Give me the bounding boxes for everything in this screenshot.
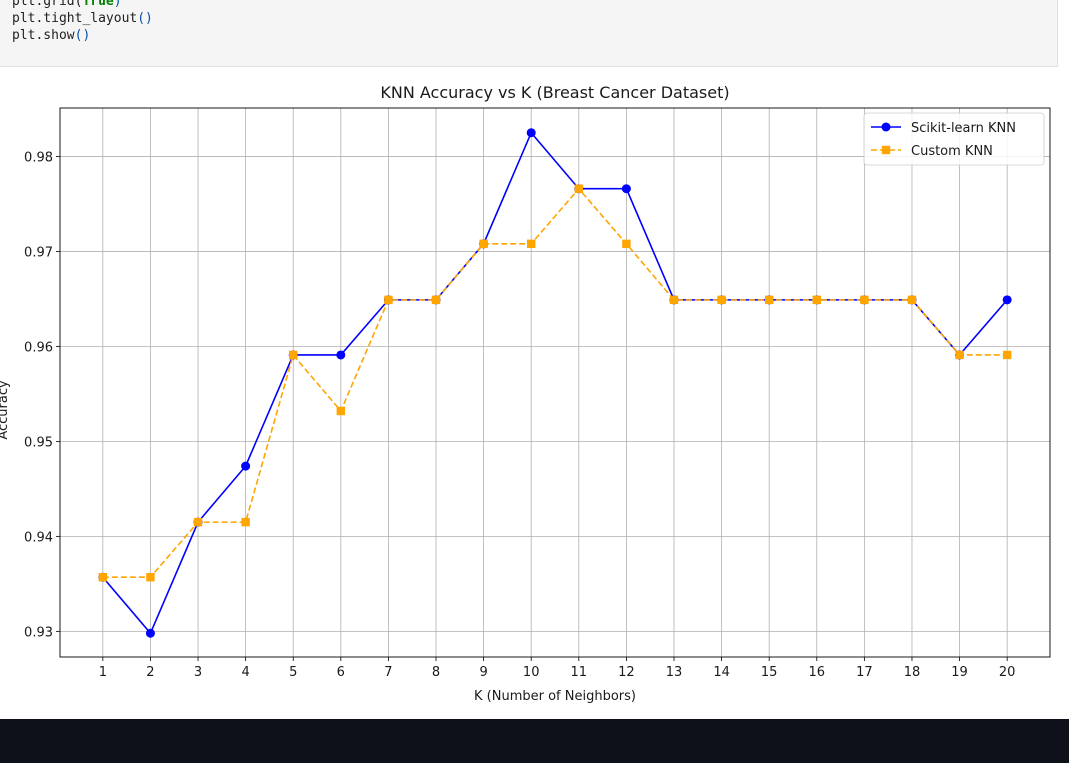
x-tick-label: 3	[194, 665, 202, 680]
x-tick-label: 1	[99, 665, 107, 680]
data-point	[764, 295, 774, 305]
code-line: plt.show()	[12, 27, 90, 44]
x-tick-label: 16	[809, 665, 826, 680]
series-custom-knn	[98, 184, 1012, 582]
x-tick-label: 19	[951, 665, 968, 680]
series-layer	[98, 128, 1012, 638]
data-point	[241, 517, 250, 527]
x-tick-label: 6	[337, 665, 345, 680]
code-cell[interactable]: plt.grid(True) plt.tight_layout() plt.show…	[0, 0, 1058, 67]
x-tick-label: 13	[666, 665, 683, 680]
data-point	[241, 461, 251, 471]
data-point	[717, 295, 726, 305]
data-point	[1002, 350, 1012, 360]
x-tick-label: 5	[289, 665, 297, 680]
data-point	[336, 350, 346, 360]
code-token: plt.tight_layout	[12, 11, 138, 26]
y-tick-label: 0.97	[24, 245, 53, 260]
series-line	[102, 187, 1008, 579]
data-point	[479, 239, 488, 249]
x-tick-label: 18	[904, 665, 921, 680]
legend-label: Custom KNN	[911, 144, 993, 159]
legend: Scikit-learn KNN Custom KNN	[863, 112, 1045, 166]
knn-accuracy-chart: KNN Accuracy vs K (Breast Cancer Dataset…	[0, 83, 1051, 704]
cell-output: KNN Accuracy vs K (Breast Cancer Dataset…	[0, 70, 1069, 710]
code-token: True	[82, 0, 114, 9]
data-point	[812, 295, 821, 305]
x-tick-label: 2	[146, 665, 154, 680]
code-token: )	[113, 0, 122, 9]
axes: 1 2 3 4 5 6 7 8 9 10 11 12 13 14 15 16 17 18 19 200.930.940…	[24, 107, 1051, 680]
x-tick-label: 8	[432, 665, 440, 680]
x-axis-label: K (Number of Neighbors)	[474, 689, 636, 704]
code-line: plt.tight_layout()	[12, 10, 153, 27]
grid-lines	[60, 108, 1050, 657]
data-point	[622, 239, 631, 249]
data-point	[289, 350, 298, 360]
code-token: ()	[74, 28, 91, 43]
data-point	[860, 295, 869, 305]
x-tick-label: 9	[479, 665, 487, 680]
code-line: plt.grid(True)	[12, 0, 122, 10]
chart-title: KNN Accuracy vs K (Breast Cancer Dataset…	[380, 83, 729, 102]
data-point	[384, 295, 393, 305]
x-tick-label: 12	[618, 665, 635, 680]
x-tick-label: 11	[571, 665, 588, 680]
y-tick-label: 0.96	[24, 340, 53, 355]
data-point	[574, 184, 583, 193]
code-token: ()	[137, 11, 153, 26]
y-tick-label: 0.94	[24, 530, 53, 545]
footer-bar	[0, 719, 1069, 763]
data-point	[669, 295, 679, 305]
x-tick-label: 14	[713, 665, 730, 680]
data-point	[1002, 295, 1012, 305]
data-point	[527, 239, 536, 249]
legend-marker	[881, 145, 891, 155]
data-point	[98, 573, 108, 582]
x-tick-label: 17	[856, 665, 873, 680]
data-point	[146, 573, 155, 582]
x-tick-label: 10	[523, 665, 540, 680]
series-line	[102, 131, 1008, 635]
x-tick-label: 20	[999, 665, 1016, 680]
data-point	[336, 406, 346, 416]
legend-marker	[881, 122, 891, 132]
x-tick-label: 15	[761, 665, 778, 680]
data-point	[955, 350, 964, 360]
code-token: plt.grid(	[12, 0, 83, 9]
series-scikit-learn-knn	[98, 128, 1012, 638]
plot-frame	[59, 107, 1051, 658]
x-tick-label: 7	[384, 665, 392, 680]
data-point	[526, 128, 536, 138]
data-point	[193, 517, 203, 527]
data-point	[621, 184, 631, 194]
code-token: plt.show	[12, 28, 75, 43]
y-tick-label: 0.95	[24, 435, 53, 450]
x-tick-label: 4	[241, 665, 249, 680]
data-point	[145, 628, 155, 638]
y-tick-label: 0.93	[24, 625, 53, 640]
data-point	[431, 295, 441, 305]
legend-box	[863, 112, 1045, 166]
y-tick-label: 0.98	[24, 150, 53, 165]
data-point	[907, 295, 917, 305]
y-axis-label: Accuracy	[0, 380, 11, 440]
legend-label: Scikit-learn KNN	[911, 121, 1016, 136]
